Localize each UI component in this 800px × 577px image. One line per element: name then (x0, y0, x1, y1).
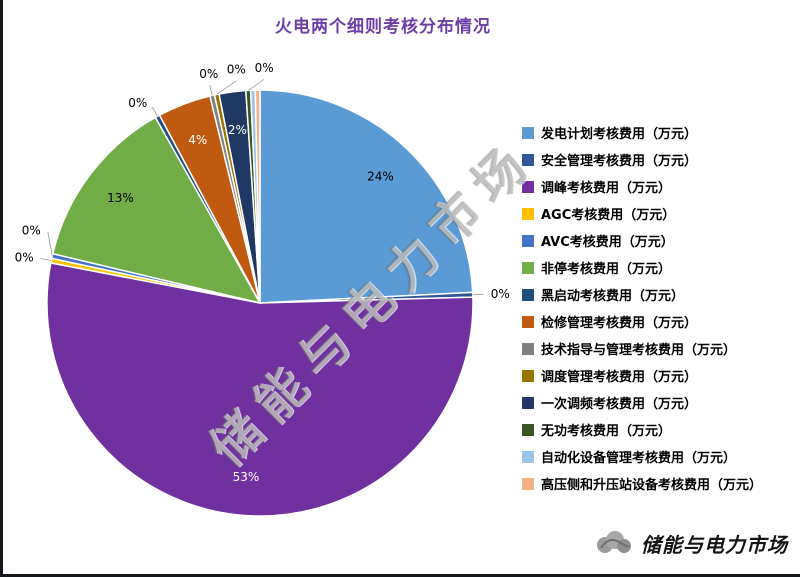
legend-swatch (522, 396, 534, 409)
leader-line (216, 80, 237, 95)
leader-line (247, 79, 265, 91)
legend-swatch (522, 288, 534, 301)
legend-label: AVC考核费用（万元） (541, 235, 674, 250)
legend-label: 技术指导与管理考核费用（万元） (541, 343, 737, 358)
legend-item: 技术指导与管理考核费用（万元） (522, 335, 762, 362)
legend-label: 发电计划考核费用（万元） (541, 127, 698, 142)
pie-slice (46, 262, 474, 517)
legend-swatch (522, 477, 534, 490)
legend-swatch (522, 423, 534, 436)
legend-item: 高压侧和升压站设备考核费用（万元） (522, 470, 762, 497)
legend-swatch (522, 261, 534, 274)
slice-percent-label: 0% (227, 62, 246, 76)
legend-item: 非停考核费用（万元） (522, 254, 762, 281)
leader-line (40, 258, 52, 261)
legend-swatch (522, 342, 534, 355)
slice-percent-label: 53% (233, 470, 260, 484)
legend-label: 非停考核费用（万元） (541, 262, 672, 277)
pie-chart: 24% 53% 13% 4% 2% 0% 0% 0% 0% 0% 0% 0% (15, 61, 510, 517)
legend-label: AGC考核费用（万元） (541, 208, 676, 223)
legend-item: 检修管理考核费用（万元） (522, 308, 762, 335)
slice-percent-label: 24% (367, 170, 394, 184)
slice-percent-label: 0% (255, 61, 274, 75)
legend-item: 一次调频考核费用（万元） (522, 389, 762, 416)
legend-item: 黑启动考核费用（万元） (522, 281, 762, 308)
brand-logo-icon (597, 531, 631, 553)
legend-item: 自动化设备管理考核费用（万元） (522, 443, 762, 470)
legend-label: 自动化设备管理考核费用（万元） (541, 451, 737, 466)
legend-swatch (522, 315, 534, 328)
pie-slice (254, 89, 261, 304)
legend-item: AGC考核费用（万元） (522, 200, 762, 227)
legend-swatch (522, 369, 534, 382)
legend-label: 黑启动考核费用（万元） (541, 289, 685, 304)
legend: 发电计划考核费用（万元） 安全管理考核费用（万元） 调峰考核费用（万元） AGC考核费… (522, 119, 762, 497)
legend-label: 高压侧和升压站设备考核费用（万元） (541, 478, 763, 493)
legend-label: 检修管理考核费用（万元） (541, 316, 698, 331)
pie-slice (259, 89, 474, 304)
slice-percent-label: 0% (15, 251, 34, 265)
legend-label: 一次调频考核费用（万元） (541, 397, 698, 412)
leader-line (151, 106, 158, 117)
legend-item: 调峰考核费用（万元） (522, 173, 762, 200)
slice-percent-label: 0% (128, 96, 147, 110)
legend-swatch (522, 153, 534, 166)
legend-swatch (522, 234, 534, 247)
brand-text: 储能与电力市场 (641, 532, 788, 557)
legend-swatch (522, 126, 534, 139)
legend-label: 调峰考核费用（万元） (541, 181, 672, 196)
legend-swatch (522, 207, 534, 220)
slice-percent-label: 13% (107, 191, 134, 205)
pie-slice (51, 116, 262, 305)
brand-footer: 储能与电力市场 (595, 528, 788, 558)
legend-swatch (522, 180, 534, 193)
legend-item: 安全管理考核费用（万元） (522, 146, 762, 173)
leader-line (47, 232, 53, 257)
legend-item: 无功考核费用（万元） (522, 416, 762, 443)
legend-label: 无功考核费用（万元） (541, 424, 672, 439)
slice-percent-label: 0% (491, 287, 510, 301)
slice-percent-label: 0% (199, 67, 218, 81)
legend-item: 调度管理考核费用（万元） (522, 362, 762, 389)
slice-percent-label: 2% (228, 123, 247, 137)
leader-line (209, 85, 213, 96)
legend-item: AVC考核费用（万元） (522, 227, 762, 254)
legend-item: 发电计划考核费用（万元） (522, 119, 762, 146)
legend-label: 安全管理考核费用（万元） (541, 154, 698, 169)
slice-percent-label: 0% (22, 224, 41, 238)
chart-title: 火电两个细则考核分布情况 (275, 17, 491, 37)
legend-swatch (522, 450, 534, 463)
slice-percent-label: 4% (188, 133, 207, 147)
legend-label: 调度管理考核费用（万元） (541, 370, 698, 385)
